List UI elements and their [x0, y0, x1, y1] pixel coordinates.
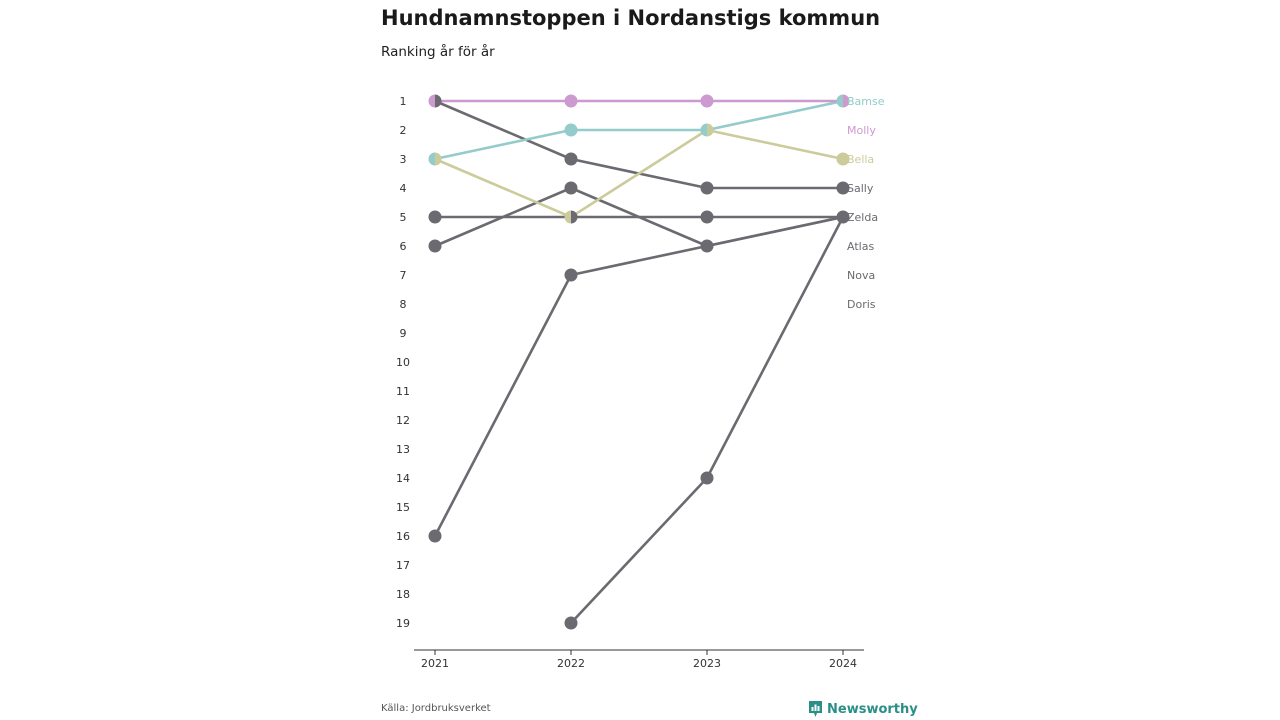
- label-bella: Bella: [847, 153, 874, 166]
- line-nova: [433, 215, 845, 538]
- y-tick-18: 18: [396, 588, 410, 601]
- point-doris-2022: [564, 616, 578, 630]
- point-bamse-2023: [700, 123, 707, 137]
- point-doris-2023: [700, 471, 714, 485]
- point-molly-2022: [564, 94, 578, 108]
- y-tick-15: 15: [396, 501, 410, 514]
- x-tick-2021: 2021: [421, 657, 449, 670]
- x-axis: 2021 2022 2023 2024: [414, 649, 864, 670]
- line-bella: [433, 128, 845, 219]
- y-tick-2: 2: [400, 124, 407, 137]
- source-note: Källa: Jordbruksverket: [381, 703, 491, 714]
- label-nova: Nova: [847, 269, 875, 282]
- point-sally-2024: [836, 181, 850, 195]
- point-nova-2023: [707, 239, 714, 253]
- y-tick-11: 11: [396, 385, 410, 398]
- point-bamse-2021: [428, 152, 435, 166]
- point-atlas-2021: [428, 239, 442, 253]
- y-tick-16: 16: [396, 530, 410, 543]
- point-zelda-2024: [836, 210, 843, 224]
- y-tick-13: 13: [396, 443, 410, 456]
- point-atlas-2022: [564, 181, 578, 195]
- point-bella-2023: [707, 123, 714, 137]
- point-zelda-2021: [428, 210, 442, 224]
- label-zelda: Zelda: [847, 211, 878, 224]
- x-tick-2023: 2023: [693, 657, 721, 670]
- point-zelda-2022: [571, 210, 578, 224]
- point-sally-2022: [564, 152, 578, 166]
- y-tick-10: 10: [396, 356, 410, 369]
- chart-subtitle: Ranking år för år: [381, 44, 495, 60]
- label-sally: Sally: [847, 182, 874, 195]
- y-tick-6: 6: [400, 240, 407, 253]
- y-tick-4: 4: [400, 182, 407, 195]
- point-molly-2024: [843, 94, 850, 108]
- bar-chart-pin-icon: [808, 700, 823, 718]
- y-tick-8: 8: [400, 298, 407, 311]
- x-tick-2022: 2022: [557, 657, 585, 670]
- point-bella-2021: [435, 152, 442, 166]
- series-labels: Bamse Molly Bella Sally Zelda Atlas Nova Doris: [847, 95, 885, 311]
- y-tick-14: 14: [396, 472, 410, 485]
- series-lines: [433, 99, 845, 625]
- chart-title: Hundnamnstoppen i Nordanstigs kommun: [381, 6, 881, 30]
- line-bamse: [433, 99, 845, 161]
- label-doris: Doris: [847, 298, 876, 311]
- point-zelda-2023: [700, 210, 714, 224]
- y-tick-1: 1: [400, 95, 407, 108]
- y-tick-7: 7: [400, 269, 407, 282]
- point-molly-2021: [428, 94, 435, 108]
- y-tick-12: 12: [396, 414, 410, 427]
- y-tick-19: 19: [396, 617, 410, 630]
- y-tick-3: 3: [400, 153, 407, 166]
- point-atlas-2024: [843, 210, 850, 224]
- brand-name: Newsworthy: [827, 701, 918, 717]
- point-nova-2021: [428, 529, 442, 543]
- point-bella-2022: [564, 210, 571, 224]
- y-tick-5: 5: [400, 211, 407, 224]
- point-bella-2024: [836, 152, 850, 166]
- brand-logo[interactable]: Newsworthy: [808, 700, 918, 718]
- x-tick-2024: 2024: [829, 657, 857, 670]
- point-bamse-2022: [564, 123, 578, 137]
- line-doris: [569, 215, 845, 625]
- point-sally-2021: [435, 94, 442, 108]
- series-points: [428, 94, 850, 630]
- label-bamse: Bamse: [847, 95, 885, 108]
- y-tick-17: 17: [396, 559, 410, 572]
- point-atlas-2023: [700, 239, 707, 253]
- label-molly: Molly: [847, 124, 876, 137]
- label-atlas: Atlas: [847, 240, 874, 253]
- point-bamse-2024: [836, 94, 843, 108]
- point-sally-2023: [700, 181, 714, 195]
- point-molly-2023: [700, 94, 714, 108]
- point-nova-2022: [564, 268, 578, 282]
- y-tick-9: 9: [400, 327, 407, 340]
